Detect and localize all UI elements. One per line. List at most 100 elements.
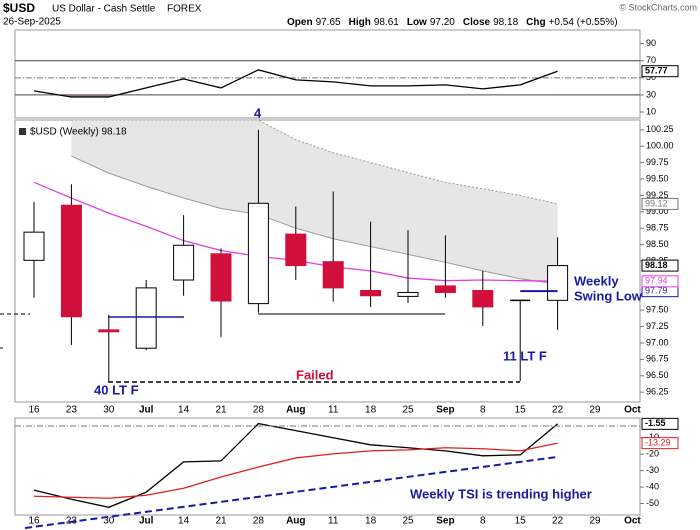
annotation: 4 <box>254 105 262 120</box>
y-tick-label: 99.75 <box>646 157 669 167</box>
quote-label: Chg <box>526 17 545 28</box>
candle-body <box>98 329 120 333</box>
x-tick-label: 30 <box>103 516 115 527</box>
x-tick-label: 28 <box>253 405 265 416</box>
indicator-line <box>33 442 558 499</box>
x-tick-label: 14 <box>178 405 190 416</box>
annotation: Weekly TSI is trending higher <box>410 486 592 501</box>
panel-frame <box>14 29 641 119</box>
quote: Open 97.65 High 98.61 Low 97.20 Close 98.18 Chg +… <box>287 17 618 28</box>
x-tick-label: 30 <box>103 405 115 416</box>
x-tick-label: 23 <box>66 405 78 416</box>
value-label: -1.55 <box>645 418 666 428</box>
y-tick-label: -40 <box>646 481 659 491</box>
value-label: 98.18 <box>645 260 668 270</box>
y-tick-label: 50 <box>646 72 656 82</box>
x-tick-label: 29 <box>589 516 601 527</box>
x-tick-label: Sep <box>436 405 454 416</box>
candle-body <box>397 291 419 297</box>
y-tick-label: 98.75 <box>646 223 669 233</box>
x-tick-label: 21 <box>215 516 227 527</box>
quote-value: 98.61 <box>374 17 399 28</box>
annotation: Failed <box>296 367 334 382</box>
candle-body <box>210 253 232 302</box>
y-tick-label: 96.25 <box>646 387 669 397</box>
value-label-box <box>641 197 679 210</box>
y-tick-label: 70 <box>646 55 656 65</box>
value-label: -13.29 <box>645 438 671 448</box>
y-tick-label: 97.50 <box>646 305 669 315</box>
candle-body <box>322 261 344 289</box>
y-tick-label: 100.00 <box>646 141 674 151</box>
description: US Dollar - Cash Settle <box>52 4 156 15</box>
y-tick-label: 96.75 <box>646 354 669 364</box>
value-label: 57.77 <box>645 66 668 76</box>
x-tick-label: 18 <box>365 405 377 416</box>
quote-label: Low <box>407 17 427 28</box>
x-tick-label: 15 <box>515 405 527 416</box>
value-label-box <box>641 259 679 272</box>
x-tick-label: 8 <box>480 516 486 527</box>
indicator-line <box>33 422 559 508</box>
copyright: © StockCharts.com <box>619 2 697 12</box>
symbol: $USD <box>3 1 35 15</box>
quote-label: Close <box>463 17 491 28</box>
x-tick-label: 21 <box>215 405 227 416</box>
candle-body <box>434 285 456 293</box>
quote-value: 98.18 <box>493 17 518 28</box>
y-tick-label: 97.00 <box>646 337 669 347</box>
candle-body <box>23 231 45 261</box>
candle-body <box>547 265 569 301</box>
y-tick-label: 10 <box>646 106 656 116</box>
x-tick-label: 16 <box>28 516 40 527</box>
exchange: FOREX <box>167 4 202 15</box>
y-tick-label: 96.50 <box>646 370 669 380</box>
layers: 90 70 50 30 10 57.77 100.25 100.00 99.75 99.50 99.… <box>15 38 679 527</box>
annotation: Swing Low <box>574 288 643 303</box>
candle-body <box>173 244 195 281</box>
candle-body <box>60 204 82 318</box>
candle-body <box>285 233 307 267</box>
panel-label: $USD (Weekly) 98.18 <box>30 127 127 138</box>
x-tick-label: 25 <box>402 516 414 527</box>
y-tick-label: 98.50 <box>646 239 669 249</box>
x-tick-label: 18 <box>365 516 377 527</box>
panel-frame <box>14 417 641 516</box>
x-tick-label: Aug <box>286 405 305 416</box>
quote-label: Open <box>287 17 313 28</box>
x-tick-label: Sep <box>436 516 454 527</box>
trend-line <box>24 456 558 529</box>
annotation: 11 LT F <box>503 348 547 363</box>
candle-body <box>472 290 494 308</box>
x-tick-label: Oct <box>624 405 641 416</box>
value-label-box <box>641 65 679 78</box>
value-label: 97.79 <box>645 286 668 296</box>
x-tick-label: 14 <box>178 516 190 527</box>
x-tick-label: 11 <box>328 405 339 416</box>
quote-value: 97.65 <box>316 17 341 28</box>
y-tick-label: 99.00 <box>646 206 669 216</box>
band-area <box>71 120 558 284</box>
x-tick-label: Aug <box>286 516 305 527</box>
legend-swatch <box>19 128 26 135</box>
value-label-box <box>641 275 679 288</box>
value-label-box <box>641 417 679 430</box>
y-tick-label: 99.25 <box>646 190 669 200</box>
y-tick-label: 99.50 <box>646 173 669 183</box>
x-tick-label: 25 <box>402 405 414 416</box>
value-label: 97.94 <box>645 276 668 286</box>
band-upper <box>71 119 558 205</box>
x-tick-label: 29 <box>589 405 601 416</box>
x-tick-label: 22 <box>552 405 564 416</box>
y-tick-label: 30 <box>646 89 656 99</box>
y-tick-label: -30 <box>646 465 659 475</box>
x-tick-label: 16 <box>28 405 40 416</box>
y-tick-label: 90 <box>646 38 656 48</box>
y-tick-label: -10 <box>646 432 659 442</box>
date: 26-Sep-2025 <box>3 17 61 28</box>
y-tick-label: -50 <box>646 498 659 508</box>
value-label: 99.12 <box>645 198 668 208</box>
candle-body <box>360 290 382 297</box>
x-tick-label: Jul <box>139 516 154 527</box>
